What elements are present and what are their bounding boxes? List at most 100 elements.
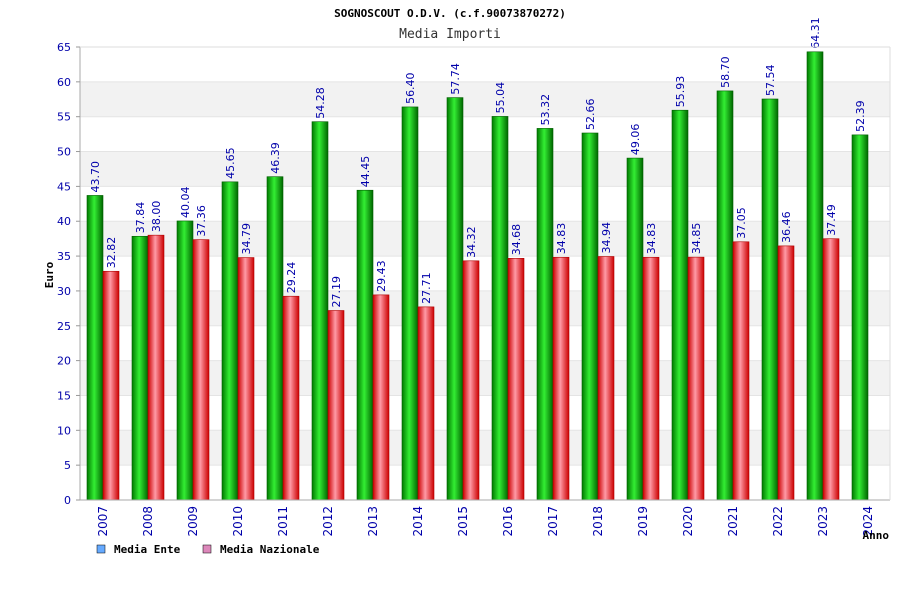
bars-group [86,51,869,501]
bar-media-ente-2018 [581,132,599,501]
bar-media-nazionale-2008 [147,234,165,501]
bar-label-media-ente-2017: 53.32 [539,94,552,126]
bar-label-media-nazionale-2017: 34.83 [555,223,568,255]
x-tick-label-2020: 2020 [681,506,695,537]
axes-group [79,46,891,501]
x-tick-label-2010: 2010 [231,506,245,537]
bar-media-nazionale-2023 [822,238,840,501]
bar-label-media-ente-2008: 37.84 [134,202,147,234]
y-tick-label: 30 [57,285,71,298]
bar-media-ente-2019 [626,157,644,501]
bar-media-nazionale-2009 [192,239,210,501]
bar-label-media-nazionale-2012: 27.19 [330,276,343,308]
bar-media-ente-2008 [131,235,149,501]
grid-band [80,221,890,257]
grid-bands [80,47,890,500]
bar-label-media-ente-2022: 57.54 [764,64,777,96]
legend-label-media-nazionale: Media Nazionale [220,543,320,556]
bar-label-media-ente-2020: 55.93 [674,76,687,108]
bar-media-ente-2017 [536,128,554,501]
grid-band [80,395,890,431]
x-tick-label-2023: 2023 [816,506,830,537]
x-tick-label-2007: 2007 [96,506,110,537]
bar-media-nazionale-2020 [687,256,705,501]
y-tick-label: 20 [57,355,71,368]
y-tick-label: 50 [57,146,71,159]
grid-band [80,116,890,152]
x-tick-label-2014: 2014 [411,506,425,537]
y-tick-label: 0 [64,494,71,507]
grid-band [80,360,890,396]
bar-media-nazionale-2010 [237,257,255,501]
bar-label-media-ente-2024: 52.39 [854,100,867,132]
bar-label-media-ente-2023: 64.31 [809,17,822,49]
y-ticks-group: 0 5 10 15 20 25 30 35 40 45 50 55 60 65 [57,41,80,507]
bar-media-nazionale-2017 [552,256,570,501]
bar-labels-group: 43.70 37.84 40.04 45.65 46.39 54.28 44.45 56.40… [89,17,867,307]
grid-band [80,290,890,326]
legend-swatch-media-ente [96,544,106,554]
bar-label-media-ente-2021: 58.70 [719,56,732,88]
grid-band [80,81,890,117]
legend-swatch-media-nazionale [202,544,212,554]
x-tick-label-2017: 2017 [546,506,560,537]
bar-label-media-nazionale-2009: 37.36 [195,205,208,237]
bar-media-ente-2013 [356,189,374,501]
grid-band [80,465,890,500]
x-tick-label-2019: 2019 [636,506,650,537]
x-tick-label-2013: 2013 [366,506,380,537]
bar-label-media-ente-2011: 46.39 [269,142,282,174]
bar-label-media-ente-2009: 40.04 [179,186,192,218]
bar-media-ente-2024 [851,134,869,501]
legend-label-media-ente: Media Ente [114,543,181,556]
bar-label-media-nazionale-2019: 34.83 [645,223,658,255]
grid-band [80,325,890,361]
y-tick-label: 65 [57,41,71,54]
grid-band [80,151,890,187]
bar-media-ente-2014 [401,106,419,501]
bar-media-ente-2015 [446,97,464,501]
bar-label-media-ente-2014: 56.40 [404,72,417,104]
bar-media-ente-2009 [176,220,194,501]
bar-media-ente-2011 [266,176,284,501]
y-tick-label: 5 [64,459,71,472]
bar-media-nazionale-2018 [597,256,615,501]
x-tick-label-2008: 2008 [141,506,155,537]
bar-label-media-nazionale-2022: 36.46 [780,211,793,243]
x-tick-label-2022: 2022 [771,506,785,537]
bar-label-media-ente-2010: 45.65 [224,147,237,179]
bar-media-nazionale-2015 [462,260,480,501]
bar-label-media-ente-2015: 57.74 [449,63,462,95]
bar-label-media-nazionale-2007: 32.82 [105,237,118,269]
bar-label-media-nazionale-2020: 34.85 [690,223,703,255]
bar-media-ente-2010 [221,181,239,501]
bar-media-nazionale-2021 [732,241,750,501]
x-ticks-group: 2007 2008 2009 2010 2011 2012 2013 2014 2015 2016… [96,506,875,537]
bar-label-media-nazionale-2016: 34.68 [510,224,523,256]
bar-label-media-nazionale-2014: 27.71 [420,272,433,304]
grid-band [80,186,890,222]
bar-label-media-ente-2012: 54.28 [314,87,327,119]
bar-media-ente-2022 [761,98,779,501]
y-tick-label: 40 [57,215,71,228]
y-tick-label: 10 [57,424,71,437]
bar-media-nazionale-2022 [777,245,795,501]
bar-label-media-ente-2019: 49.06 [629,124,642,156]
bar-media-nazionale-2019 [642,256,660,501]
bar-media-nazionale-2014 [417,306,435,501]
x-tick-label-2015: 2015 [456,506,470,537]
bar-label-media-nazionale-2018: 34.94 [600,222,613,254]
bar-media-nazionale-2012 [327,310,345,501]
bar-media-ente-2020 [671,109,689,501]
x-tick-label-2016: 2016 [501,506,515,537]
bar-media-ente-2023 [806,51,824,501]
grid-band [80,430,890,466]
bar-media-ente-2012 [311,121,329,501]
bar-media-ente-2016 [491,116,509,501]
chart-title: SOGNOSCOUT O.D.V. (c.f.90073870272) [334,7,566,20]
grid-band [80,256,890,291]
bar-label-media-ente-2016: 55.04 [494,82,507,114]
bar-label-media-nazionale-2013: 29.43 [375,260,388,292]
